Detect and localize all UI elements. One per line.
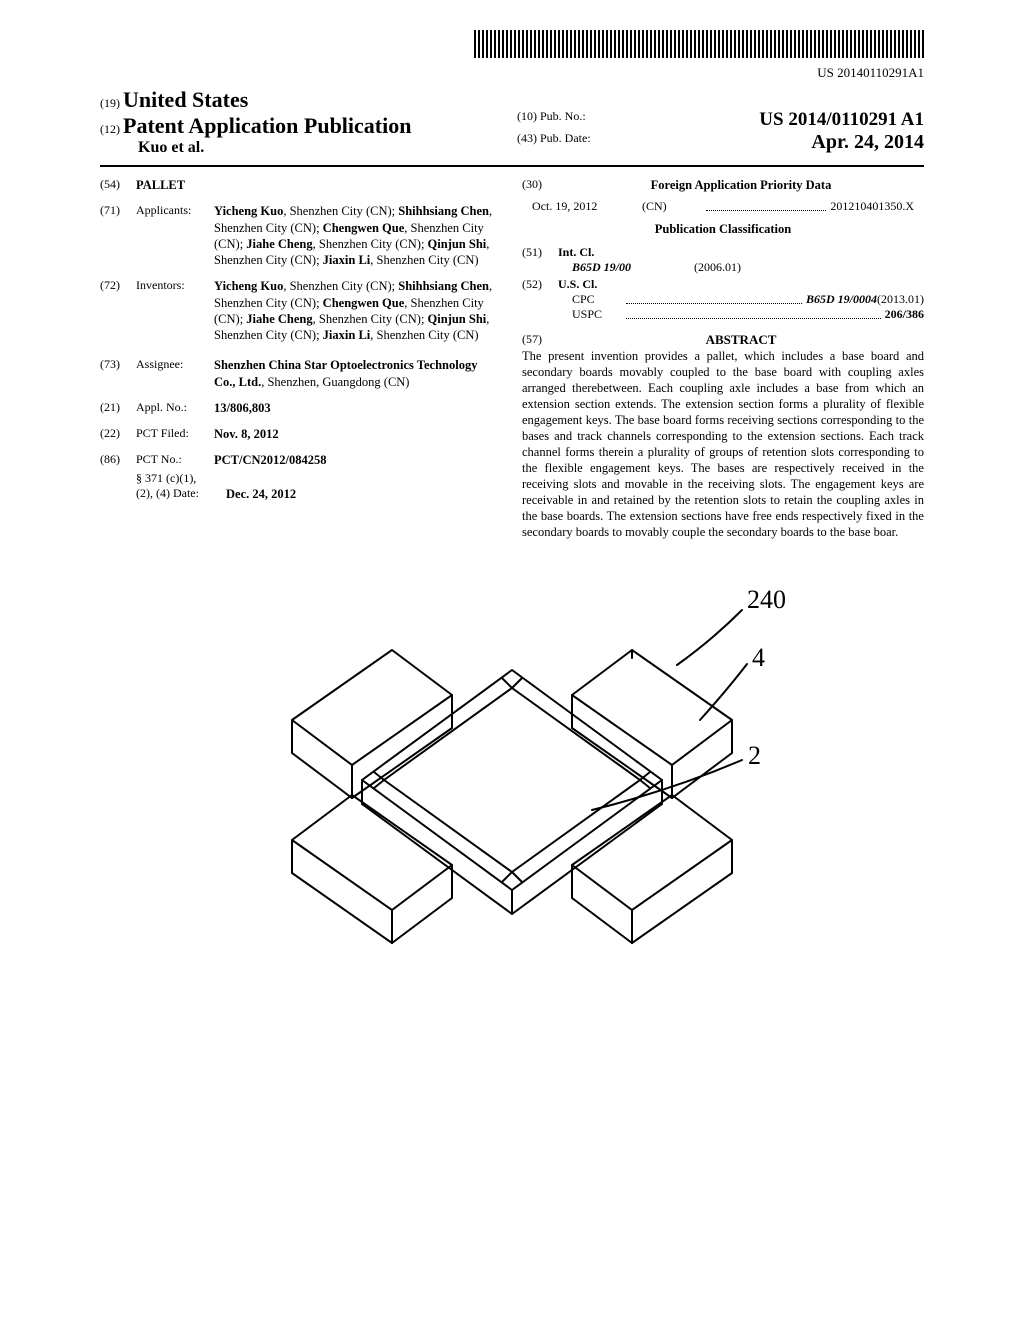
uscl-label: U.S. Cl.	[558, 277, 924, 292]
pallet-figure-icon: 240 4 2	[232, 560, 792, 1040]
abstract-title: ABSTRACT	[558, 332, 924, 348]
intcl-label: Int. Cl.	[558, 245, 924, 260]
abstract-code: (57)	[522, 332, 558, 348]
inventors-value: Yicheng Kuo, Shenzhen City (CN); Shihhsi…	[214, 278, 502, 343]
applicants-label: Applicants:	[136, 203, 214, 268]
pubdate-code: (43)	[517, 131, 537, 145]
assignee-label: Assignee:	[136, 357, 214, 390]
right-column: (30) Foreign Application Priority Data O…	[522, 177, 924, 540]
foreign-number: 201210401350.X	[830, 199, 914, 214]
appl-label: Appl. No.:	[136, 400, 214, 416]
inventors-label: Inventors:	[136, 278, 214, 343]
assignee-loc: , Shenzhen, Guangdong (CN)	[261, 375, 409, 389]
figure-area: 240 4 2	[100, 560, 924, 1045]
country: United States	[123, 87, 248, 112]
figure-label-2: 2	[748, 741, 761, 770]
uspc-value: 206/386	[885, 307, 924, 322]
pctno-value: PCT/CN2012/084258	[214, 452, 502, 468]
foreign-code: (30)	[522, 177, 558, 193]
pubtype-line: (12) Patent Application Publication	[100, 113, 507, 139]
pubtype: Patent Application Publication	[123, 113, 411, 138]
appl-code: (21)	[100, 400, 136, 416]
pubdate: Apr. 24, 2014	[627, 131, 924, 154]
cpc-year: (2013.01)	[877, 292, 924, 307]
foreign-title: Foreign Application Priority Data	[558, 177, 924, 193]
intcl-class: B65D 19/00	[572, 260, 631, 274]
country-line: (19) United States	[100, 87, 507, 113]
s371-label: § 371 (c)(1),	[136, 471, 196, 486]
pctfiled-value: Nov. 8, 2012	[214, 426, 502, 442]
inventors-code: (72)	[100, 278, 136, 343]
barcode-region: US 20140110291A1	[100, 30, 924, 81]
barcode-icon	[474, 30, 924, 58]
pubno-label: Pub. No.:	[540, 109, 586, 123]
uspc-label: USPC	[572, 307, 622, 322]
foreign-date: Oct. 19, 2012	[532, 199, 642, 214]
pubdate-label: Pub. Date:	[540, 131, 591, 145]
figure-label-4: 4	[752, 643, 765, 672]
intcl-year: (2006.01)	[694, 260, 741, 274]
applicants-code: (71)	[100, 203, 136, 268]
applicants-value: Yicheng Kuo, Shenzhen City (CN); Shihhsi…	[214, 203, 502, 268]
pctno-label: PCT No.:	[136, 452, 214, 468]
pubno-code: (10)	[517, 109, 537, 123]
cpc-value: B65D 19/0004	[806, 292, 877, 307]
pubclass-title: Publication Classification	[522, 222, 924, 237]
pubtype-code: (12)	[100, 122, 120, 136]
intcl-code: (51)	[522, 245, 558, 260]
country-code: (19)	[100, 96, 120, 110]
assignee-code: (73)	[100, 357, 136, 390]
title-code: (54)	[100, 177, 136, 193]
assignee-value: Shenzhen China Star Optoelectronics Tech…	[214, 357, 502, 390]
invention-title: PALLET	[136, 177, 502, 193]
foreign-country: (CN)	[642, 199, 702, 214]
left-column: (54) PALLET (71) Applicants: Yicheng Kuo…	[100, 177, 502, 540]
appl-value: 13/806,803	[214, 400, 502, 416]
pubno: US 2014/0110291 A1	[627, 109, 924, 131]
s371-date-label: (2), (4) Date:	[136, 486, 226, 502]
s371-date: Dec. 24, 2012	[226, 486, 502, 502]
figure-label-240: 240	[747, 585, 786, 614]
pctfiled-code: (22)	[100, 426, 136, 442]
pctno-code: (86)	[100, 452, 136, 468]
cpc-label: CPC	[572, 292, 622, 307]
abstract-text: The present invention provides a pallet,…	[522, 348, 924, 540]
header-authors: Kuo et al.	[100, 139, 507, 157]
header: (19) United States (12) Patent Applicati…	[100, 87, 924, 167]
uscl-code: (52)	[522, 277, 558, 292]
barcode-text: US 20140110291A1	[100, 65, 924, 81]
pctfiled-label: PCT Filed:	[136, 426, 214, 442]
